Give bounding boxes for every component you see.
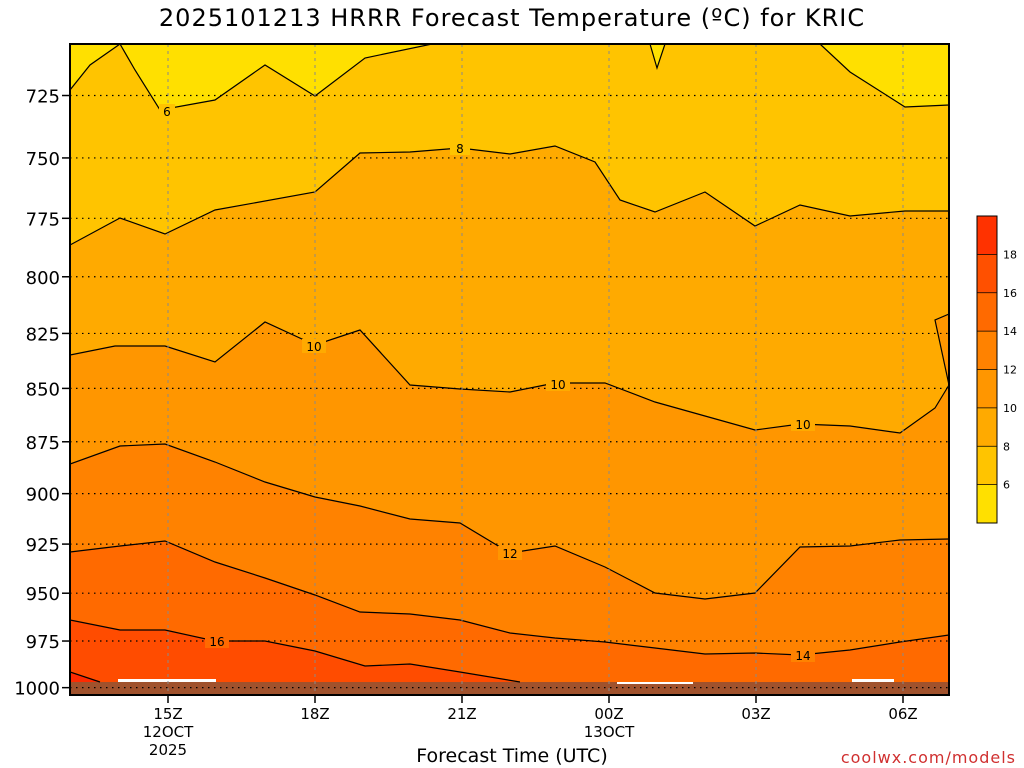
y-axis: 725 750 775 800 825 850 875 900 925 950 975 1000 bbox=[14, 87, 70, 700]
x-tick-label: 03Z bbox=[741, 705, 770, 723]
colorbar-swatch bbox=[977, 369, 997, 408]
contour-label-16: 16 bbox=[209, 635, 224, 649]
x-tick-sublabel: 2025 bbox=[149, 741, 187, 759]
contour-8 bbox=[70, 145, 949, 246]
x-tick-label: 00Z bbox=[594, 705, 623, 723]
contour-label-14: 14 bbox=[795, 649, 810, 663]
colorbar-swatch bbox=[977, 254, 997, 293]
colorbar-tick-label: 6 bbox=[1003, 479, 1010, 492]
x-tick-sublabel: 12OCT bbox=[143, 723, 194, 741]
y-tick-label: 875 bbox=[26, 433, 60, 454]
x-axis-label: Forecast Time (UTC) bbox=[416, 745, 608, 767]
y-tick-label: 1000 bbox=[14, 679, 60, 700]
contour-16 bbox=[70, 619, 521, 683]
y-tick-label: 950 bbox=[26, 584, 60, 605]
colorbar-swatch bbox=[977, 484, 997, 523]
band-16-18 bbox=[70, 620, 949, 695]
y-tick-label: 975 bbox=[26, 632, 60, 653]
colorbar-tick-label: 14 bbox=[1003, 325, 1017, 338]
contour-10 bbox=[70, 313, 949, 434]
y-tick-label: 900 bbox=[26, 485, 60, 506]
x-tick-label: 18Z bbox=[300, 705, 329, 723]
y-tick-label: 750 bbox=[26, 149, 60, 170]
plot-frame bbox=[69, 43, 950, 696]
colorbar-tick-label: 8 bbox=[1003, 440, 1010, 453]
ground-band bbox=[70, 682, 949, 695]
colorbar-swatch bbox=[977, 292, 997, 332]
ground-gap bbox=[118, 679, 216, 682]
contour-label-10: 10 bbox=[550, 378, 565, 392]
chart-title: 2025101213 HRRR Forecast Temperature (ºC… bbox=[158, 4, 866, 32]
colorbar-swatch bbox=[977, 407, 997, 447]
colorbar-swatch bbox=[977, 446, 997, 485]
contour-labels: 6 8 10 10 10 12 14 16 bbox=[159, 104, 815, 663]
colorbar-swatch bbox=[977, 216, 997, 255]
contour-18 bbox=[70, 671, 101, 683]
y-tick-label: 775 bbox=[26, 209, 60, 230]
x-tick-label: 21Z bbox=[447, 705, 476, 723]
y-tick-label: 825 bbox=[26, 324, 60, 345]
colorbar-tick-label: 12 bbox=[1003, 364, 1017, 377]
contour-6 bbox=[819, 44, 949, 108]
contour-label-6: 6 bbox=[163, 105, 171, 119]
contour-label-10: 10 bbox=[306, 340, 321, 354]
credit-text: coolwx.com/models bbox=[840, 748, 1016, 767]
y-tick-label: 850 bbox=[26, 379, 60, 400]
colorbar-tick-label: 16 bbox=[1003, 287, 1017, 300]
ground-gap bbox=[617, 682, 693, 684]
contour-label-10: 10 bbox=[795, 418, 810, 432]
y-tick-label: 800 bbox=[26, 268, 60, 289]
x-tick-label: 15Z bbox=[153, 705, 182, 723]
contour-label-8: 8 bbox=[456, 142, 464, 156]
contour-label-12: 12 bbox=[502, 547, 517, 561]
contour-6 bbox=[70, 44, 433, 111]
y-tick-label: 725 bbox=[26, 87, 60, 108]
colorbar-swatch bbox=[977, 331, 997, 370]
contour-6 bbox=[649, 44, 666, 71]
y-tick-label: 925 bbox=[26, 535, 60, 556]
ground-gap bbox=[852, 679, 894, 682]
x-tick-label: 06Z bbox=[888, 705, 917, 723]
grid bbox=[70, 44, 949, 695]
colorbar-tick-label: 10 bbox=[1003, 402, 1017, 415]
colorbar-tick-label: 18 bbox=[1003, 248, 1017, 261]
colorbar: 6 8 10 12 14 16 18 bbox=[976, 215, 1017, 524]
x-tick-sublabel: 13OCT bbox=[584, 723, 635, 741]
